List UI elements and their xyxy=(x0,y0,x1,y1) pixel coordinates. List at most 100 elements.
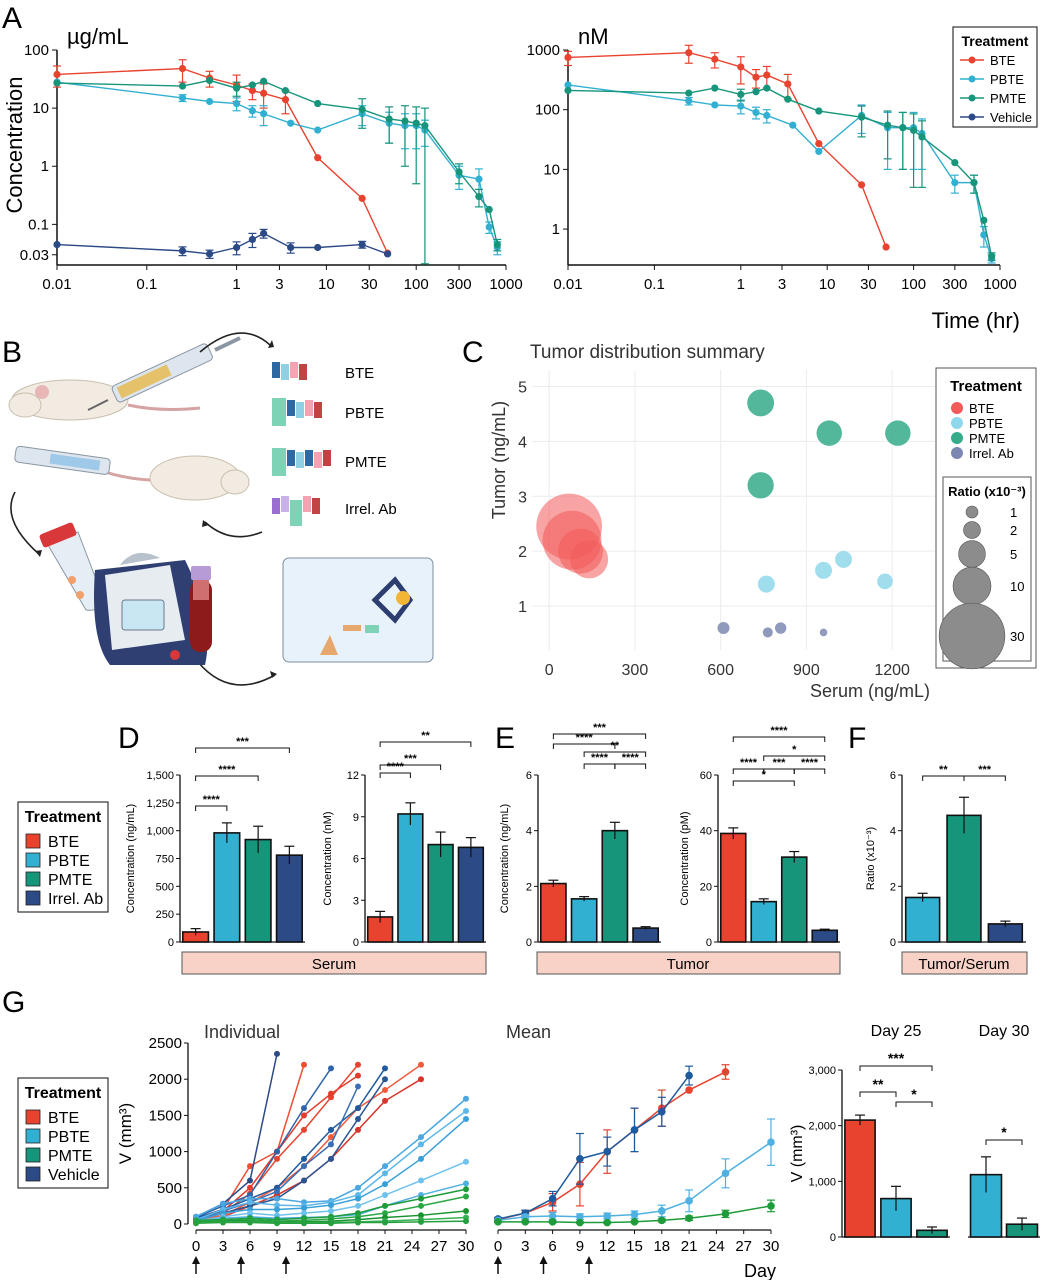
legend-swatch-bte xyxy=(25,1109,41,1125)
panel-letter-e: E xyxy=(495,722,515,755)
data-point-pmte xyxy=(193,1220,199,1227)
data-point-bte xyxy=(721,1068,730,1076)
data-point-vehicle xyxy=(382,1065,388,1072)
bar-bte xyxy=(719,832,747,943)
series-line-vehicle xyxy=(497,1075,690,1220)
panel-b-schematic: BTE PBTE PMTE Irrel. Ab xyxy=(8,332,434,686)
panel-a-legend-title: Treatment xyxy=(962,33,1029,49)
data-point-pmte xyxy=(260,77,268,85)
dosing-arrow-head xyxy=(282,1256,290,1264)
bubble-pmte xyxy=(816,420,842,446)
x-tick-label: 300 xyxy=(447,276,472,293)
data-point-bte xyxy=(685,1086,693,1094)
series-line-bte xyxy=(497,1071,726,1221)
data-point-bte xyxy=(685,49,693,57)
y-tick-label: 1,500 xyxy=(146,770,174,782)
tumor-serum-group-label: Tumor/Serum xyxy=(918,956,1009,973)
bubble-irrelab xyxy=(819,628,828,637)
x-tick-label: 100 xyxy=(404,276,429,293)
data-point-pbte xyxy=(630,1210,639,1219)
data-point-vehicle xyxy=(274,1188,280,1195)
legend-label: Irrel. Ab xyxy=(48,891,103,908)
legend-label: PMTE xyxy=(48,1148,92,1165)
construct-label-irrel-ab: Irrel. Ab xyxy=(345,501,397,518)
chart-title: Tumor distribution summary xyxy=(530,342,765,363)
data-point-vehicle xyxy=(248,235,257,244)
chart-title: µg/mL xyxy=(67,24,129,49)
data-point-pbte xyxy=(301,1210,307,1217)
dosing-arrow-head xyxy=(585,1256,593,1264)
data-point-pmte xyxy=(412,119,420,127)
chart-title: nM xyxy=(578,24,609,49)
y-tick-label: 0 xyxy=(830,1232,836,1244)
dosing-arrow-head xyxy=(539,1256,548,1264)
data-point-pmte xyxy=(711,84,719,92)
y-tick-label: 500 xyxy=(157,1180,182,1197)
y-tick-label: 100 xyxy=(24,42,49,59)
workflow-arrows xyxy=(10,332,276,686)
legend-label: Vehicle xyxy=(48,1167,100,1184)
series-line-pmte xyxy=(195,1188,467,1222)
data-point-pmte xyxy=(328,1220,334,1227)
data-point-vehicle xyxy=(383,250,392,258)
size-legend-marker xyxy=(938,602,1006,670)
significance-label: ** xyxy=(939,764,948,776)
legend-label: BTE xyxy=(969,401,995,416)
serum-group-label: Serum xyxy=(312,956,356,973)
data-point-pmte xyxy=(763,84,771,92)
data-point-bte xyxy=(301,1112,307,1119)
legend-swatch-pbte xyxy=(25,1128,41,1144)
data-point-pmte xyxy=(630,1218,639,1226)
data-point-pmte xyxy=(980,216,988,224)
data-point-pmte xyxy=(970,179,978,187)
data-point-vehicle xyxy=(603,1147,611,1156)
x-tick-label: 21 xyxy=(377,1238,394,1255)
y-tick-label: 1,000 xyxy=(808,1176,836,1188)
legend-marker xyxy=(968,75,976,83)
data-point-pmte xyxy=(910,126,918,134)
bar-pmte xyxy=(427,843,454,943)
significance-label: **** xyxy=(801,757,819,769)
data-point-pmte xyxy=(358,105,366,114)
data-point-pmte xyxy=(899,124,907,132)
data-point-pbte xyxy=(233,99,241,108)
significance-bracket xyxy=(583,763,616,769)
series-line-pmte xyxy=(498,1205,772,1224)
x-tick-label: 18 xyxy=(350,1238,367,1255)
significance-label: **** xyxy=(622,752,640,764)
size-legend-label: 2 xyxy=(1010,523,1017,538)
significance-bracket xyxy=(985,1139,1023,1145)
data-point-pmte xyxy=(301,1220,307,1227)
bar-pmte xyxy=(244,838,272,943)
y-tick-label: 5 xyxy=(518,379,527,396)
data-point-pbte xyxy=(418,1155,424,1162)
data-point-pmte xyxy=(475,193,483,201)
homogenizer-icon xyxy=(94,552,208,665)
data-point-bte xyxy=(815,140,823,148)
size-legend-label: 10 xyxy=(1010,579,1024,594)
syringe-icon xyxy=(87,336,241,411)
y-tick-label: 750 xyxy=(156,854,174,866)
data-point-pmte xyxy=(281,87,290,95)
bubble-pbte xyxy=(877,573,893,590)
data-point-pbte xyxy=(789,121,797,129)
data-point-pbte xyxy=(355,1195,361,1202)
data-point-pmte xyxy=(418,1202,424,1209)
significance-bracket xyxy=(732,736,826,742)
panel-a-legend-box xyxy=(952,26,1038,128)
data-point-vehicle xyxy=(233,243,241,252)
x-tick-label: 1200 xyxy=(874,662,910,679)
construct-label-pmte: PMTE xyxy=(345,454,387,471)
data-point-vehicle xyxy=(314,243,322,252)
data-point-pmte xyxy=(658,1216,666,1225)
y-tick-label: 0 xyxy=(174,1216,182,1233)
x-tick-label: 12 xyxy=(599,1238,616,1255)
y-tick-label: 0 xyxy=(706,937,712,949)
data-point-pmte xyxy=(603,1218,611,1227)
x-tick-label: 0.1 xyxy=(136,276,157,293)
significance-bracket xyxy=(195,747,290,753)
data-point-bte xyxy=(358,194,366,202)
data-point-pbte xyxy=(418,1141,424,1148)
x-tick-label: 18 xyxy=(653,1238,670,1255)
data-point-vehicle xyxy=(630,1126,639,1134)
